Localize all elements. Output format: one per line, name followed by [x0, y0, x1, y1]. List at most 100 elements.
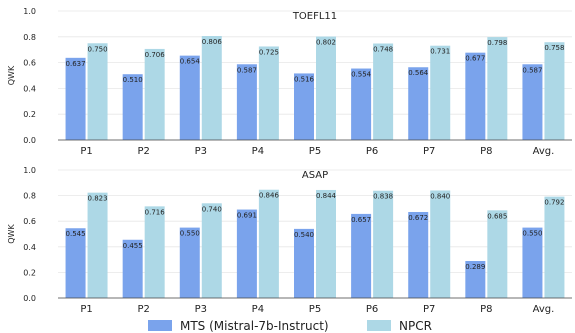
x-tick-label: P8 [480, 304, 492, 315]
bar-mts [465, 52, 486, 140]
y-tick-label: 0.4 [23, 243, 36, 252]
data-label: 0.654 [180, 58, 201, 66]
bar-mts [122, 239, 143, 298]
bar-mts [179, 55, 200, 140]
data-label: 0.657 [351, 216, 371, 224]
y-tick-label: 0.0 [23, 136, 36, 145]
legend-swatch-mts [148, 320, 172, 331]
y-axis-label: QWK [7, 65, 16, 85]
bar-mts [465, 261, 486, 298]
x-tick-label: P4 [252, 146, 264, 157]
panel-title: ASAP [302, 170, 328, 181]
y-tick-label: 1.0 [23, 7, 36, 16]
y-tick-label: 0.4 [23, 84, 36, 93]
y-axis-label: QWK [7, 224, 16, 244]
data-label: 0.725 [259, 48, 279, 56]
bar-npcr [373, 190, 394, 298]
bar-mts [522, 64, 543, 140]
bar-mts [294, 73, 314, 140]
data-label: 0.691 [237, 212, 257, 220]
data-label: 0.677 [465, 55, 485, 63]
y-tick-label: 0.2 [23, 268, 36, 277]
y-tick-label: 0.6 [23, 59, 36, 68]
data-label: 0.564 [408, 69, 429, 77]
data-label: 0.716 [145, 208, 166, 216]
x-tick-label: P2 [137, 146, 149, 157]
x-tick-label: Avg. [533, 146, 555, 157]
data-label: 0.550 [522, 230, 542, 238]
x-tick-label: P6 [366, 146, 378, 157]
data-label: 0.750 [88, 45, 108, 53]
bar-mts [65, 57, 86, 141]
data-label: 0.740 [202, 205, 222, 213]
bar-npcr [201, 36, 222, 140]
y-tick-label: 0.2 [23, 110, 36, 119]
bar-npcr [258, 46, 279, 140]
x-tick-label: P5 [309, 146, 321, 157]
x-tick-label: P3 [195, 304, 207, 315]
x-tick-label: P5 [309, 304, 321, 315]
bar-mts [294, 228, 314, 298]
bar-mts [408, 67, 429, 140]
bar-npcr [430, 190, 451, 298]
data-label: 0.838 [373, 193, 393, 201]
x-tick-label: P7 [423, 146, 435, 157]
data-label: 0.798 [487, 39, 507, 47]
data-label: 0.637 [66, 60, 86, 68]
data-label: 0.748 [373, 46, 393, 54]
panel-title: TOEFL11 [292, 11, 337, 22]
data-label: 0.554 [351, 71, 372, 79]
data-label: 0.587 [237, 66, 257, 74]
data-label: 0.587 [522, 66, 542, 74]
data-label: 0.846 [259, 192, 280, 200]
legend-label-mts: MTS (Mistral-7b-Instruct) [180, 319, 329, 333]
y-tick-label: 0.8 [23, 192, 36, 201]
x-tick-label: P6 [366, 304, 378, 315]
x-tick-label: P7 [423, 304, 435, 315]
data-label: 0.802 [316, 39, 336, 47]
y-tick-label: 0.6 [23, 217, 36, 226]
bar-mts [351, 213, 372, 298]
x-tick-label: P3 [195, 146, 207, 157]
data-label: 0.792 [544, 199, 564, 207]
bar-mts [179, 227, 200, 298]
bar-mts [236, 209, 257, 298]
data-label: 0.540 [294, 231, 314, 239]
bar-npcr [201, 203, 222, 298]
bar-mts [408, 211, 429, 298]
x-tick-label: P4 [252, 304, 264, 315]
x-tick-label: P8 [480, 146, 492, 157]
data-label: 0.758 [544, 44, 564, 52]
bar-npcr [373, 43, 394, 141]
bar-npcr [144, 206, 165, 298]
bar-mts [65, 228, 86, 298]
bar-npcr [258, 189, 279, 298]
bar-npcr [144, 48, 165, 141]
bar-npcr [487, 210, 508, 298]
data-label: 0.844 [316, 192, 337, 200]
x-tick-label: P2 [137, 304, 149, 315]
data-label: 0.806 [202, 38, 223, 46]
bar-mts [122, 74, 143, 140]
bar-npcr [430, 45, 451, 140]
bottom-panel: 0.0 0.2 0.4 0.6 0.8 1.0 QWK ASAP 0.545 0.823 P1 0.4… [7, 166, 572, 315]
x-tick-label: P1 [80, 146, 92, 157]
bar-npcr [87, 43, 108, 140]
bar-npcr [544, 196, 565, 298]
bar-npcr [544, 42, 565, 140]
data-label: 0.550 [180, 230, 200, 238]
data-label: 0.545 [66, 230, 86, 238]
bar-mts [522, 227, 543, 298]
data-label: 0.685 [487, 212, 507, 220]
data-label: 0.510 [123, 76, 143, 84]
bar-npcr [87, 192, 108, 298]
data-label: 0.455 [123, 242, 143, 250]
data-label: 0.731 [430, 48, 450, 56]
y-tick-label: 0.8 [23, 33, 36, 42]
bar-npcr [316, 189, 336, 298]
data-label: 0.516 [294, 75, 315, 83]
legend-swatch-npcr [367, 320, 391, 331]
y-tick-label: 0.0 [23, 294, 36, 303]
